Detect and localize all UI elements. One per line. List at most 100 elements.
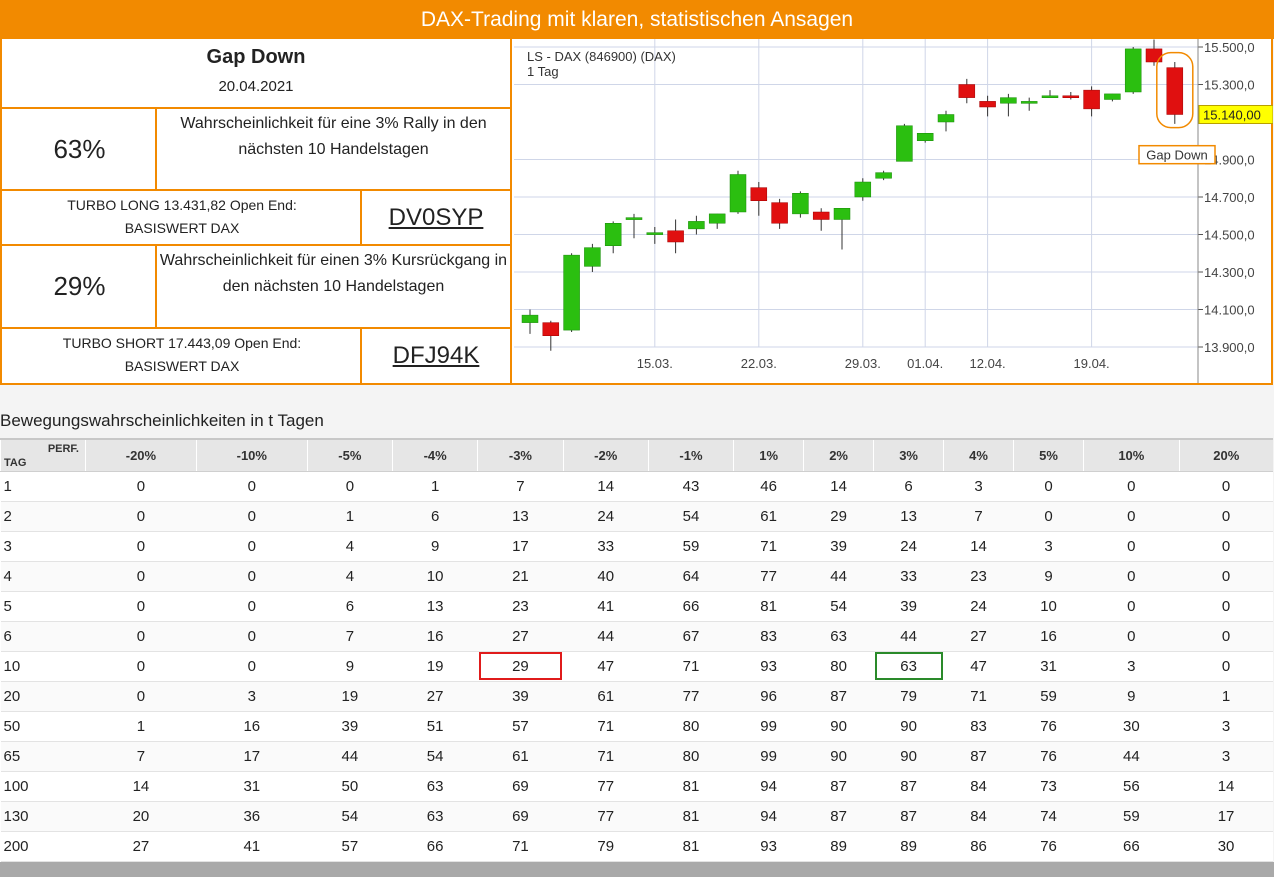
setup-date: 20.04.2021 (218, 78, 294, 95)
table-cell: 80 (648, 711, 734, 742)
column-header: -10% (195, 438, 308, 472)
table-cell: 93 (733, 831, 804, 862)
candle (708, 213, 726, 229)
table-cell: 0 (1083, 531, 1180, 562)
candle (604, 221, 622, 254)
table-cell: 41 (196, 831, 308, 862)
table-cell: 81 (733, 591, 804, 622)
table-cell: 90 (873, 711, 944, 742)
table-cell: 89 (803, 831, 874, 862)
table-row: 5 0 0 6 13 23 41 66 81 54 39 24 10 0 0 (0, 591, 1273, 622)
table-cell: 0 (85, 471, 197, 502)
table-cell: 1 (1179, 681, 1273, 712)
last-price-label: 15.140,00 (1203, 108, 1261, 123)
long-turbo-code-link[interactable]: DV0SYP (360, 191, 512, 246)
candle-body-down (542, 322, 560, 336)
candle-body-down (771, 202, 788, 224)
table-cell: 71 (563, 741, 649, 772)
table-row: 3 0 0 4 9 17 33 59 71 39 24 14 3 0 0 (0, 531, 1273, 562)
table-row: 65 7 17 44 54 61 71 80 99 90 90 87 76 44 3 (0, 741, 1273, 772)
table-cell: 0 (85, 561, 197, 592)
table-cell: 4 (307, 561, 393, 592)
column-header: 4% (943, 438, 1014, 472)
table-cell: 51 (392, 711, 478, 742)
row-day: 4 (0, 561, 86, 592)
candle-body-up (937, 114, 955, 123)
table-row: 50 1 16 39 51 57 71 80 99 90 90 83 76 30 3 (0, 711, 1273, 742)
table-cell: 69 (477, 801, 564, 832)
gap-annotation-label: Gap Down (1146, 148, 1207, 163)
candle-body-up (688, 221, 705, 230)
table-cell: 80 (648, 741, 734, 772)
table-cell: 64 (648, 561, 734, 592)
table-cell: 71 (733, 531, 804, 562)
table-cell: 59 (648, 531, 734, 562)
table-cell: 84 (943, 801, 1014, 832)
candle-body-down (667, 230, 684, 243)
dax-chart: 13.900,0 14.100,0 14.300,0 14.500,0 14.700,0… (514, 39, 1273, 383)
table-cell: 57 (477, 711, 564, 742)
candle (979, 95, 996, 117)
gap-annotation-box (1138, 144, 1216, 165)
table-cell: 33 (563, 531, 649, 562)
table-row: 20 0 3 19 27 39 61 77 96 87 79 71 59 9 1 (0, 681, 1273, 712)
long-description: Wahrscheinlichkeit für eine 3% Rally in … (155, 109, 512, 191)
table-cell: 14 (1179, 771, 1273, 802)
table-cell: 87 (943, 741, 1014, 772)
table-cell: 76 (1013, 831, 1084, 862)
candle (1083, 86, 1100, 117)
candle (812, 208, 830, 231)
candle-body-up (646, 232, 664, 235)
candle (1104, 93, 1121, 102)
candle (750, 182, 768, 216)
table-cell: 13 (477, 501, 564, 532)
row-day: 20 (0, 681, 86, 712)
table-cell: 99 (733, 711, 804, 742)
chart-subtitle: 1 Tag (527, 64, 559, 79)
table-header-row: PERF. TAG -20% -10% -5% -4% -3% -2% -1% 1% 2% 3% 4… (0, 438, 1273, 472)
table-cell: 0 (1083, 561, 1180, 592)
table-cell: 0 (1083, 501, 1180, 532)
table-cell: 0 (196, 651, 308, 682)
table-cell: 99 (733, 741, 804, 772)
row-day: 65 (0, 741, 86, 772)
candle-body-down (979, 101, 996, 108)
table-cell: 31 (1013, 651, 1084, 682)
row-day: 5 (0, 591, 86, 622)
candle-body-down (958, 84, 976, 98)
table-cell: 44 (563, 621, 649, 652)
candle (1124, 47, 1142, 94)
candle (646, 227, 664, 244)
table-cell: 17 (477, 531, 564, 562)
table-cell: 23 (477, 591, 564, 622)
table-row: 2 0 0 1 6 13 24 54 61 29 13 7 0 0 0 (0, 501, 1273, 532)
table-cell: 54 (307, 801, 393, 832)
table-cell: 89 (873, 831, 944, 862)
table-cell: 57 (307, 831, 393, 862)
short-turbo-code-link[interactable]: DFJ94K (360, 329, 512, 383)
table-cell: 0 (196, 471, 308, 502)
row-day: 200 (0, 831, 86, 862)
column-header: 10% (1083, 438, 1180, 472)
table-cell: 81 (648, 831, 734, 862)
table-cell: 14 (85, 771, 197, 802)
row-day: 50 (0, 711, 86, 742)
candle (937, 110, 955, 132)
table-cell: 86 (943, 831, 1014, 862)
candle (916, 133, 934, 143)
table-cell: 80 (803, 651, 874, 682)
row-day: 6 (0, 621, 86, 652)
table-cell: 9 (307, 651, 393, 682)
candle-body-up (1000, 97, 1017, 104)
candle (875, 170, 892, 181)
table-cell: 36 (196, 801, 308, 832)
candle (688, 215, 705, 235)
table-cell: 73 (1013, 771, 1084, 802)
y-tick-label: 15.300,0 (1204, 78, 1255, 93)
table-cell: 44 (307, 741, 393, 772)
table-cell: 90 (873, 741, 944, 772)
table-cell: 6 (392, 501, 478, 532)
table-cell: 61 (563, 681, 649, 712)
candle (854, 178, 872, 201)
table-cell: 30 (1083, 711, 1180, 742)
